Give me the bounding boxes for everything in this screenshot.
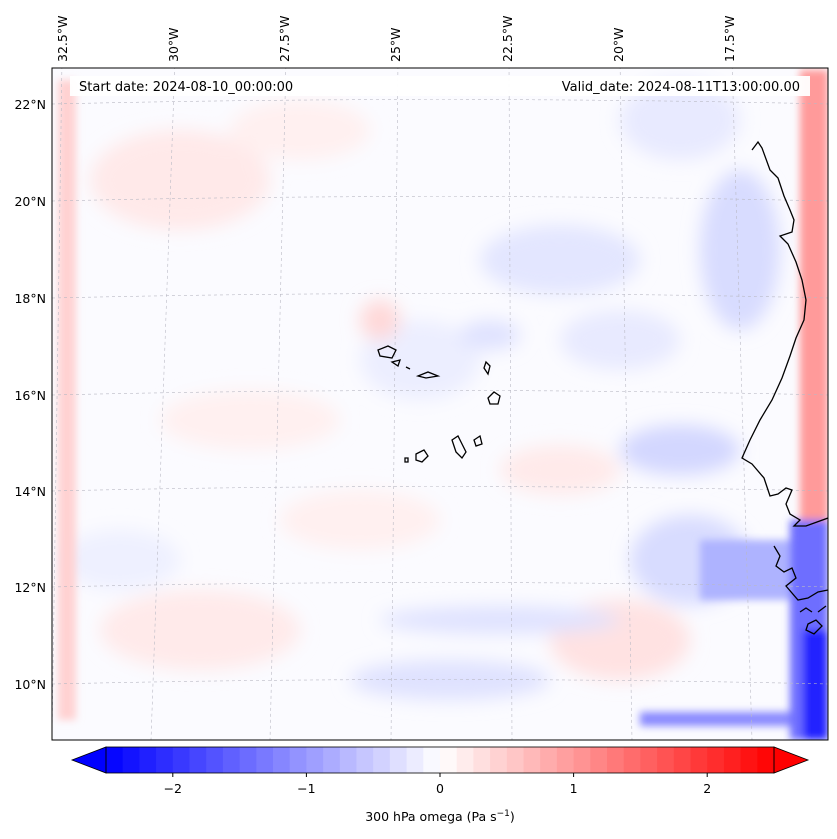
island-santiago (451, 435, 467, 460)
africa-coastline (741, 140, 828, 635)
colorbar-tick-label: −2 (164, 781, 182, 796)
lon-label: 30°W (166, 27, 181, 62)
island-sao-vicente (390, 359, 401, 368)
lon-label: 22.5°W (500, 16, 515, 62)
lon-label: 17.5°W (722, 16, 737, 62)
colorbar-label-sup: −1 (497, 809, 510, 819)
colorbar-segment (523, 747, 541, 773)
header-box (70, 76, 810, 96)
colorbar-segment (222, 747, 241, 773)
island-sao-nicolau (415, 371, 441, 379)
colorbar: −2 −1 0 1 2 300 hPa omega (Pa s−1) (70, 746, 810, 824)
lon-label: 32.5°W (55, 16, 70, 62)
colorbar-segment (456, 747, 474, 773)
colorbar-segment (106, 747, 124, 773)
colorbar-label: 300 hPa omega (Pa s−1) (365, 809, 515, 824)
colorbar-segment (740, 747, 758, 773)
latitude-labels: 22°N 20°N 18°N 16°N 14°N 12°N 10°N (14, 97, 46, 692)
colorbar-segment (289, 747, 307, 773)
lon-label: 20°W (611, 27, 626, 62)
colorbar-extend-max (773, 746, 810, 774)
colorbar-segment (172, 747, 190, 773)
island-santa-luzia (405, 366, 411, 370)
lon-label: 25°W (388, 27, 403, 62)
colorbar-tick-label: −1 (297, 781, 315, 796)
map-frame (51, 67, 829, 741)
colorbar-label-main: 300 hPa omega (Pa s (365, 809, 496, 824)
lat-label: 14°N (14, 484, 46, 499)
cape-verde-islands (377, 345, 501, 463)
colorbar-label-close: ) (510, 809, 515, 824)
colorbar-segment (356, 747, 374, 773)
colorbar-segment (273, 747, 291, 773)
colorbar-segment (256, 747, 274, 773)
colorbar-segment (757, 747, 775, 773)
colorbar-segment (339, 747, 357, 773)
colorbar-segment (623, 747, 641, 773)
colorbar-segment (657, 747, 675, 773)
island-fogo (415, 449, 429, 463)
colorbar-segment (206, 747, 224, 773)
island-maio (473, 434, 483, 447)
island-boa-vista (487, 391, 501, 405)
colorbar-segment (239, 747, 257, 773)
colorbar-segment (306, 747, 324, 773)
colorbar-segment (440, 747, 458, 773)
colorbar-segment (673, 747, 691, 773)
colorbar-segment (473, 747, 491, 773)
valid-date-label: Valid_date: 2024-08-11T13:00:00.00 (562, 80, 800, 95)
colorbar-segment (406, 747, 424, 773)
colorbar-tick-label: 1 (570, 781, 578, 796)
longitude-labels: 32.5°W 30°W 27.5°W 25°W 22.5°W 20°W 17.5… (55, 16, 737, 62)
colorbar-extend-min (70, 746, 107, 774)
colorbar-segment (139, 747, 157, 773)
lat-label: 18°N (14, 291, 46, 306)
lat-label: 22°N (14, 97, 46, 112)
colorbar-segment (723, 747, 742, 773)
map-panel: Start date: 2024-08-10_00:00:00 Valid_da… (52, 68, 828, 740)
colorbar-segment (122, 747, 140, 773)
colorbar-segment (590, 747, 608, 773)
lat-label: 12°N (14, 580, 46, 595)
colorbar-segment (189, 747, 207, 773)
colorbar-segment (490, 747, 508, 773)
island-sal (483, 360, 491, 376)
lat-label: 16°N (14, 388, 46, 403)
lon-label: 27.5°W (277, 16, 292, 62)
island-brava (404, 457, 409, 463)
lat-label: 10°N (14, 677, 46, 692)
colorbar-segment (156, 747, 174, 773)
colorbar-segment (556, 747, 575, 773)
colorbar-segment (373, 747, 391, 773)
colorbar-segment (607, 747, 625, 773)
graticule (52, 68, 828, 740)
colorbar-tick-label: 2 (703, 781, 711, 796)
island-santo-antao (377, 345, 397, 359)
lat-label: 20°N (14, 194, 46, 209)
colorbar-segment (423, 747, 441, 773)
colorbar-segment (540, 747, 558, 773)
colorbar-segment (640, 747, 658, 773)
colorbar-segment (389, 747, 408, 773)
colorbar-segment (506, 747, 524, 773)
colorbar-tick-label: 0 (436, 781, 444, 796)
colorbar-segments (106, 747, 775, 773)
colorbar-ticks: −2 −1 0 1 2 (164, 773, 711, 796)
start-date-label: Start date: 2024-08-10_00:00:00 (79, 80, 293, 95)
colorbar-segment (323, 747, 341, 773)
omega-field-edges (58, 70, 828, 740)
colorbar-segment (573, 747, 591, 773)
colorbar-segment (690, 747, 708, 773)
colorbar-segment (707, 747, 725, 773)
